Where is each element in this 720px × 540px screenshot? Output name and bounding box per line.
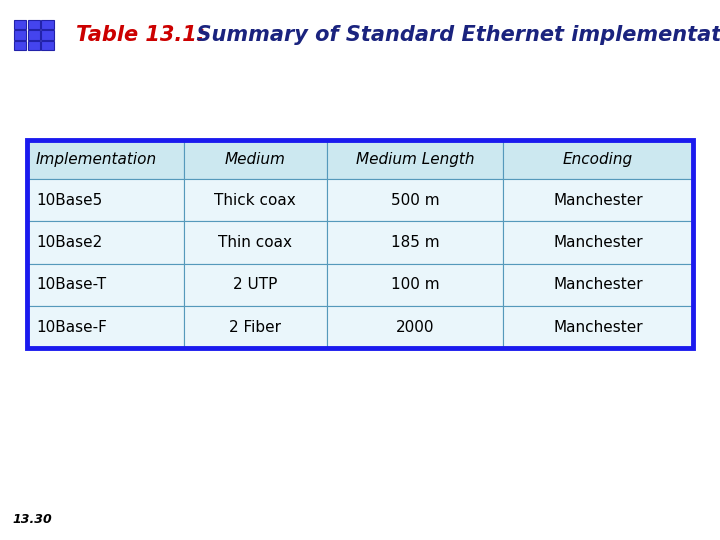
Bar <box>42 20 54 29</box>
Text: 13.30: 13.30 <box>13 513 53 526</box>
Text: Manchester: Manchester <box>553 320 643 335</box>
Bar <box>503 140 693 179</box>
Text: Implementation: Implementation <box>36 152 157 167</box>
Bar <box>27 221 184 264</box>
Bar <box>184 264 327 306</box>
Text: Thin coax: Thin coax <box>218 235 292 250</box>
Bar <box>42 30 54 40</box>
Text: 2 Fiber: 2 Fiber <box>229 320 282 335</box>
Bar <box>503 264 693 306</box>
Text: Medium: Medium <box>225 152 286 167</box>
Bar <box>184 306 327 348</box>
Bar <box>327 264 503 306</box>
Text: Encoding: Encoding <box>563 152 633 167</box>
Text: 100 m: 100 m <box>390 277 439 292</box>
Bar <box>184 140 327 179</box>
Bar <box>14 41 26 50</box>
Bar <box>327 221 503 264</box>
Bar <box>27 179 184 221</box>
Text: 2000: 2000 <box>395 320 434 335</box>
Bar <box>27 306 184 348</box>
Text: Thick coax: Thick coax <box>215 193 296 207</box>
Bar <box>184 179 327 221</box>
Bar <box>503 306 693 348</box>
Bar <box>27 140 693 348</box>
Bar <box>27 264 184 306</box>
Text: 10Base-T: 10Base-T <box>36 277 106 292</box>
Text: Table 13.1:: Table 13.1: <box>76 25 204 45</box>
Bar <box>327 140 503 179</box>
Bar <box>327 179 503 221</box>
Text: Medium Length: Medium Length <box>356 152 474 167</box>
Bar <box>14 20 26 29</box>
Text: 10Base2: 10Base2 <box>36 235 102 250</box>
Bar <box>503 179 693 221</box>
Text: 10Base-F: 10Base-F <box>36 320 107 335</box>
Text: 10Base5: 10Base5 <box>36 193 102 207</box>
Text: Summary of Standard Ethernet implementations: Summary of Standard Ethernet implementat… <box>182 25 720 45</box>
Text: Manchester: Manchester <box>553 277 643 292</box>
Bar <box>14 30 26 40</box>
Text: Manchester: Manchester <box>553 193 643 207</box>
Bar <box>184 221 327 264</box>
Bar <box>27 140 184 179</box>
Text: 2 UTP: 2 UTP <box>233 277 277 292</box>
Bar <box>27 41 40 50</box>
Text: Manchester: Manchester <box>553 235 643 250</box>
Bar <box>503 221 693 264</box>
Bar <box>42 41 54 50</box>
Bar <box>327 306 503 348</box>
Bar <box>27 20 40 29</box>
Text: 500 m: 500 m <box>390 193 439 207</box>
Bar <box>27 30 40 40</box>
Text: 185 m: 185 m <box>390 235 439 250</box>
